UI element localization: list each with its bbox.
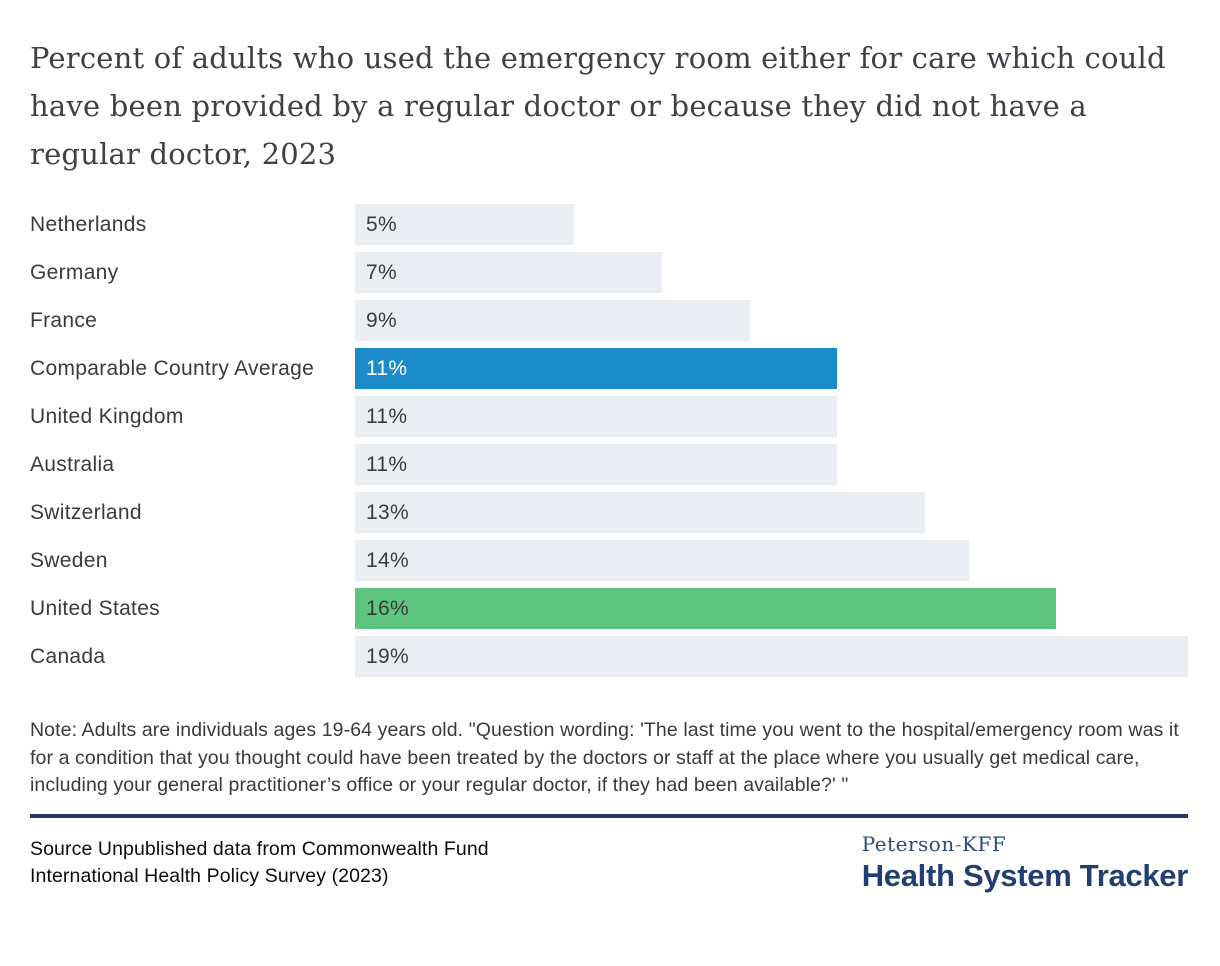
divider-line <box>30 813 1188 818</box>
category-label: Australia <box>30 452 115 476</box>
chart-row: Germany 7% <box>30 252 1188 293</box>
bar-track: 7% <box>355 252 1188 293</box>
category-label: Canada <box>30 644 106 668</box>
source-line-2: International Health Policy Survey (2023… <box>30 864 389 887</box>
chart-title: Percent of adults who used the emergency… <box>30 41 1166 171</box>
logo-health-system-tracker: Health System Tracker <box>861 857 1189 893</box>
source-text: Source Unpublished data from Commonwealt… <box>30 836 489 890</box>
bar-track: 11% <box>355 444 1188 485</box>
bar-track: 14% <box>355 540 1188 581</box>
bar[interactable]: 9% <box>355 300 750 341</box>
chart-row: Netherlands 5% <box>30 204 1188 245</box>
bar[interactable]: 7% <box>355 252 662 293</box>
bar[interactable]: 5% <box>355 204 575 245</box>
logo-peterson: Peterson <box>861 831 955 856</box>
bar[interactable]: 11% <box>355 444 838 485</box>
bar-track: 5% <box>355 204 1188 245</box>
category-label: France <box>30 308 98 332</box>
bar-track: 9% <box>355 300 1188 341</box>
chart-row: Switzerland 13% <box>30 492 1188 533</box>
category-label: Netherlands <box>30 212 147 236</box>
logo-peterson-kff: Peterson-KFF <box>862 832 1188 856</box>
chart-row: France 9% <box>30 300 1188 341</box>
bar[interactable]: 16% <box>355 588 1057 629</box>
chart-row: Sweden 14% <box>30 540 1188 581</box>
chart-row: Australia 11% <box>30 444 1188 485</box>
source-line-1: Source Unpublished data from Commonwealt… <box>30 837 489 860</box>
category-label: United Kingdom <box>30 404 184 428</box>
footer: Source Unpublished data from Commonwealt… <box>30 832 1188 894</box>
peterson-kff-logo: Peterson-KFF Health System Tracker <box>861 832 1189 894</box>
bar[interactable]: 11% <box>355 348 838 389</box>
bar-value-label: 9% <box>366 308 397 332</box>
bar-value-label: 19% <box>366 644 409 668</box>
bar[interactable]: 19% <box>355 636 1188 677</box>
bar-value-label: 5% <box>366 212 397 236</box>
note-text: Note: Adults are individuals ages 19-64 … <box>30 719 1179 796</box>
bar[interactable]: 11% <box>355 396 838 437</box>
bar[interactable]: 13% <box>355 492 925 533</box>
page: Percent of adults who used the emergency… <box>30 41 1188 894</box>
chart-row: Comparable Country Average 11% <box>30 348 1188 389</box>
category-label: United States <box>30 596 160 620</box>
chart-row: United States 16% <box>30 588 1188 629</box>
bar-value-label: 11% <box>366 452 408 476</box>
bar-track: 13% <box>355 492 1188 533</box>
logo-hyphen: - <box>954 831 962 856</box>
bar-track: 11% <box>355 396 1188 437</box>
category-label: Switzerland <box>30 500 142 524</box>
category-label: Comparable Country Average <box>30 356 315 380</box>
chart-row: Canada 19% <box>30 636 1188 677</box>
bar-value-label: 11% <box>366 404 408 428</box>
bar[interactable]: 14% <box>355 540 969 581</box>
bar-value-label: 14% <box>366 548 409 572</box>
bar-value-label: 7% <box>366 260 397 284</box>
bar-value-label: 13% <box>366 500 409 524</box>
chart-row: United Kingdom 11% <box>30 396 1188 437</box>
chart-rows: Netherlands 5% Germany 7% France 9% <box>30 204 1188 677</box>
category-label: Germany <box>30 260 119 284</box>
bar-track: 11% <box>355 348 1188 389</box>
logo-kff: KFF <box>962 831 1007 856</box>
bar-track: 16% <box>355 588 1188 629</box>
bar-track: 19% <box>355 636 1188 677</box>
bar-value-label: 11% <box>366 356 408 380</box>
category-label: Sweden <box>30 548 108 572</box>
bar-value-label: 16% <box>366 596 409 620</box>
